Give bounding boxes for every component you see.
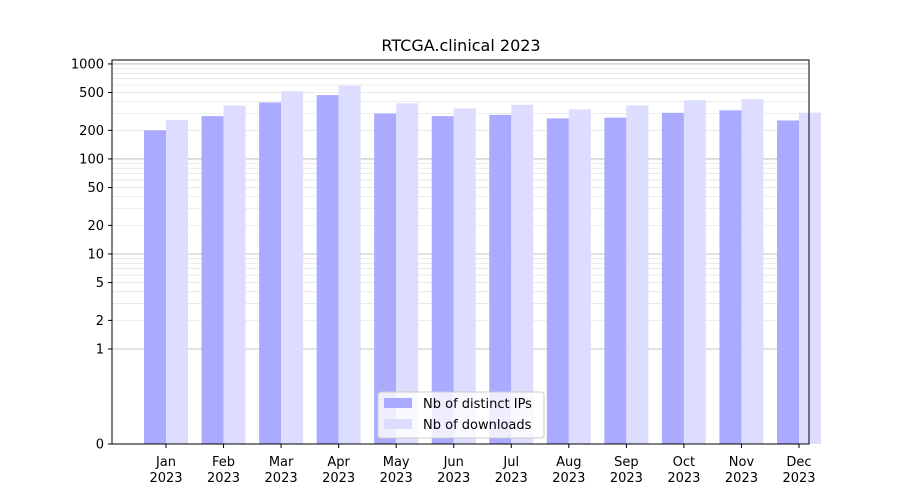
legend-swatch-distinct-ips — [384, 398, 412, 408]
x-tick-label-year: 2023 — [495, 471, 528, 486]
bar-distinct-ips — [374, 113, 397, 445]
x-tick-label-year: 2023 — [380, 471, 413, 486]
x-tick-label-month: Nov — [729, 455, 755, 470]
y-tick-label: 2 — [96, 314, 104, 329]
y-axis: 0 1 2 5 10 20 50 100 200 500 1000 — [71, 57, 112, 453]
x-tick-label-month: Jul — [502, 455, 519, 470]
x-tick-label-month: Jun — [443, 455, 464, 470]
x-tick-label-year: 2023 — [552, 471, 585, 486]
bar-downloads — [223, 105, 246, 444]
x-tick-label-month: Mar — [269, 455, 294, 470]
bar-distinct-ips — [719, 110, 742, 444]
x-tick-label-year: 2023 — [322, 471, 355, 486]
bar-distinct-ips — [604, 117, 627, 445]
x-tick-label-month: Aug — [556, 455, 581, 470]
x-tick-label-month: Jan — [155, 455, 176, 470]
x-tick-label-month: May — [383, 455, 410, 470]
chart-title: RTCGA.clinical 2023 — [381, 36, 540, 55]
bar-distinct-ips — [201, 116, 224, 444]
bar-downloads — [453, 108, 476, 444]
bar-distinct-ips — [259, 102, 282, 444]
x-tick-label-month: Apr — [327, 455, 350, 470]
bar-downloads — [338, 85, 361, 444]
bar-distinct-ips — [489, 114, 512, 445]
legend-label-distinct-ips: Nb of distinct IPs — [423, 397, 532, 412]
x-tick-label-year: 2023 — [207, 471, 240, 486]
x-tick-label-year: 2023 — [149, 471, 182, 486]
bar-distinct-ips — [144, 130, 166, 444]
bar-distinct-ips — [316, 95, 339, 444]
x-tick-label-month: Dec — [786, 455, 811, 470]
bars-layer — [144, 85, 821, 445]
bar-downloads — [396, 103, 419, 445]
y-tick-label: 5 — [96, 276, 104, 291]
bar-downloads — [568, 109, 591, 445]
bar-downloads — [799, 112, 821, 444]
y-tick-label: 100 — [79, 152, 104, 167]
bar-distinct-ips — [777, 120, 799, 444]
x-tick-label-month: Feb — [212, 455, 235, 470]
x-tick-label-year: 2023 — [437, 471, 470, 486]
y-tick-label: 200 — [79, 124, 104, 139]
x-tick-label-year: 2023 — [725, 471, 758, 486]
bar-downloads — [741, 99, 764, 444]
x-tick-label-year: 2023 — [782, 471, 815, 486]
x-tick-label-month: Oct — [673, 455, 695, 470]
y-tick-label: 0 — [96, 438, 104, 453]
legend-swatch-downloads — [384, 419, 412, 429]
legend: Nb of distinct IPs Nb of downloads — [377, 391, 545, 439]
bar-downloads — [166, 119, 188, 444]
y-tick-label: 10 — [87, 247, 104, 262]
bar-distinct-ips — [431, 116, 454, 444]
y-tick-label: 20 — [87, 219, 104, 234]
bar-downloads — [683, 100, 706, 445]
bar-downloads — [511, 104, 534, 444]
legend-frame — [377, 391, 545, 439]
y-tick-label: 50 — [87, 181, 104, 196]
x-tick-label-month: Sep — [614, 455, 639, 470]
bar-downloads — [626, 105, 649, 444]
legend-label-downloads: Nb of downloads — [423, 418, 532, 433]
y-tick-label: 1 — [96, 342, 104, 357]
x-tick-label-year: 2023 — [667, 471, 700, 486]
x-tick-label-year: 2023 — [265, 471, 298, 486]
y-tick-label: 1000 — [71, 57, 104, 72]
plot-frame — [111, 59, 810, 445]
x-tick-label-year: 2023 — [610, 471, 643, 486]
bar-distinct-ips — [661, 112, 684, 444]
bar-distinct-ips — [546, 118, 569, 444]
x-axis: Jan2023Feb2023Mar2023Apr2023May2023Jun20… — [149, 444, 816, 486]
y-tick-label: 500 — [79, 86, 104, 101]
bar-downloads — [281, 91, 304, 445]
